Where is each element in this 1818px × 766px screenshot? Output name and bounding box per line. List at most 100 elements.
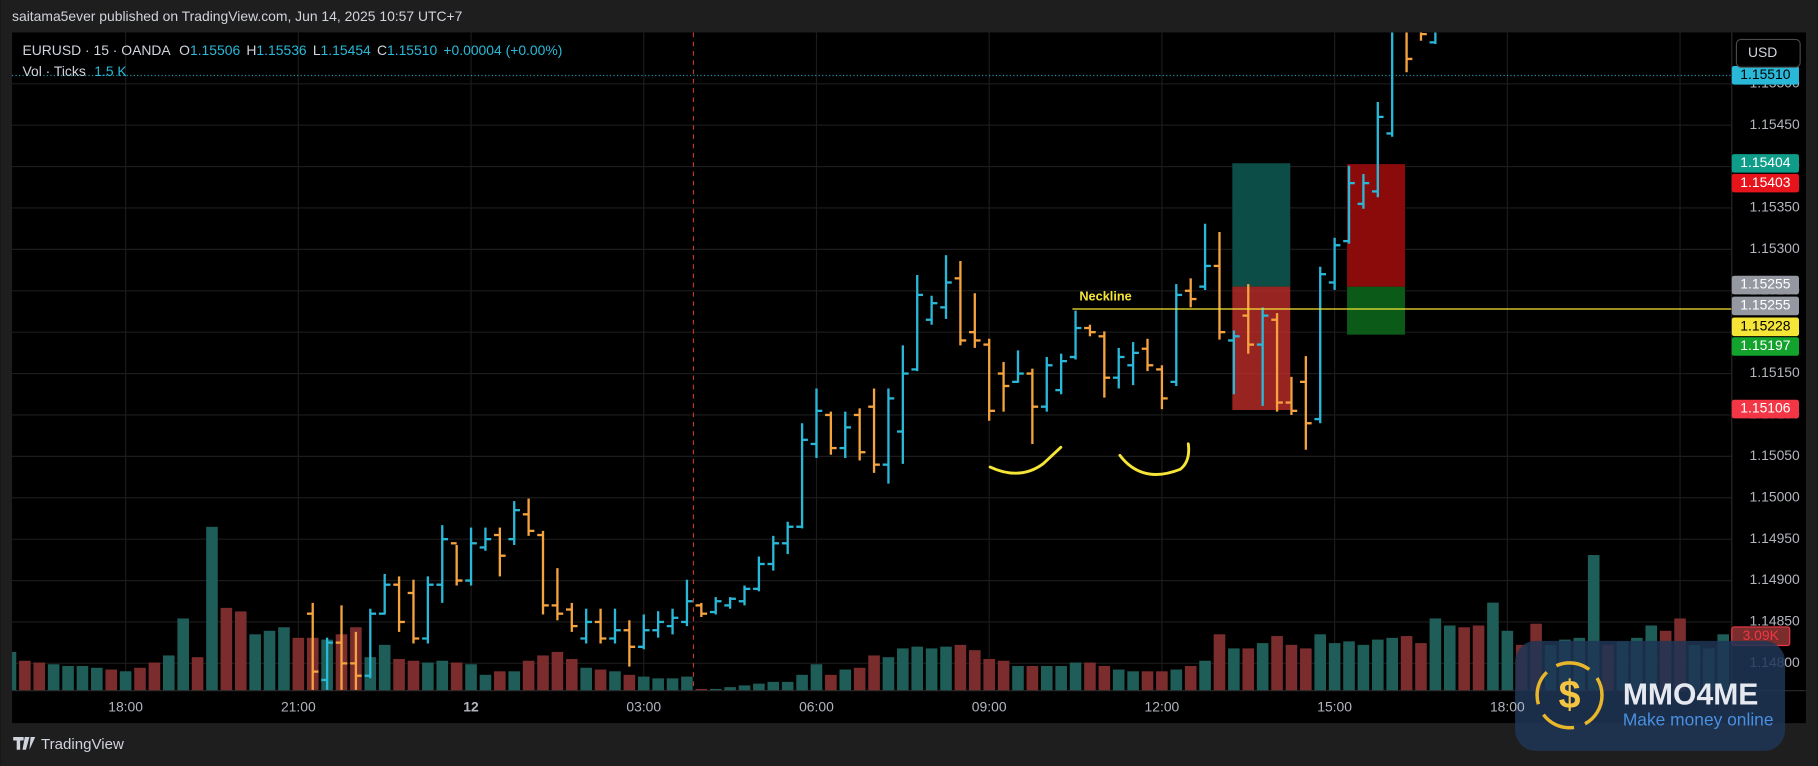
legend-value: 1.15536 [256, 42, 306, 58]
volume-bar [12, 651, 17, 691]
currency-button[interactable] [1735, 38, 1801, 68]
x-tick-label: 12 [463, 699, 479, 715]
y-tick-label: 1.15350 [1750, 199, 1800, 215]
price-tag-label: 1.15404 [1740, 154, 1790, 170]
volume-bar [882, 657, 895, 691]
volume-bar [1012, 666, 1024, 691]
volume-bar [1386, 637, 1398, 691]
price-tag [1731, 337, 1799, 356]
volume-bar [1314, 634, 1327, 691]
legend-value: 1.15506 [190, 42, 240, 58]
volume-bar [1213, 634, 1226, 691]
volume-bar [1141, 671, 1154, 691]
price-tag [1731, 275, 1799, 295]
volume-bar [897, 648, 909, 691]
volume-bar [292, 637, 305, 691]
x-tick-label: 06:00 [799, 699, 834, 715]
legend-value: 1.15454 [321, 42, 371, 58]
volume-bar [249, 634, 261, 691]
volume-bar [91, 667, 103, 691]
watermark-subtitle: Make money online [1623, 709, 1774, 729]
volume-bar [1372, 639, 1384, 691]
y-tick-label: 1.14950 [1750, 530, 1800, 546]
volume-bar [839, 669, 852, 691]
price-tag-label: 1.15228 [1740, 317, 1790, 333]
volume-bar [508, 671, 521, 691]
volume-bar [1184, 666, 1197, 691]
volume-bar [1040, 666, 1053, 691]
x-tick-label: 21:00 [281, 699, 316, 715]
price-tag-label: 1.15255 [1740, 276, 1790, 292]
volume-bar [1285, 644, 1298, 691]
price-axis: 1.148001.148501.149001.149501.150001.150… [1731, 66, 1800, 670]
volume-bar [1127, 671, 1139, 691]
volume-pane [12, 526, 1730, 691]
watermark-title: MMO4ME [1623, 678, 1759, 711]
volume-bar [479, 674, 492, 691]
y-tick-label: 1.14900 [1750, 571, 1800, 587]
currency-label[interactable]: USD [1748, 44, 1777, 60]
volume-bar [436, 660, 449, 691]
volume-bar [997, 660, 1010, 691]
y-tick-label: 1.14850 [1750, 613, 1800, 629]
volume-bar [19, 660, 31, 691]
volume-bar [177, 618, 189, 691]
volume-bar [1357, 644, 1370, 691]
volume-bar [1443, 625, 1456, 691]
volume-bar [825, 674, 837, 691]
volume-bar [206, 526, 218, 691]
volume-bar [1084, 662, 1096, 691]
neckline-label: Neckline [1079, 289, 1131, 304]
volume-bar [1199, 660, 1211, 691]
price-tag [1731, 173, 1799, 193]
price-tag-label: 1.15403 [1740, 174, 1790, 190]
volume-legend-name: Vol · Ticks [22, 63, 85, 79]
volume-bar [1472, 625, 1485, 691]
volume-bar [1415, 643, 1427, 691]
volume-bar [1256, 643, 1269, 691]
footer-logo [13, 737, 36, 750]
symbol: EURUSD · 15 · OANDA [22, 42, 171, 58]
price-tag-label: 1.15255 [1740, 297, 1790, 313]
volume-bar [522, 660, 535, 691]
volume-bar [148, 662, 161, 691]
y-tick-label: 1.15000 [1750, 488, 1800, 504]
volume-bar [954, 644, 967, 691]
volume-bar [666, 678, 679, 691]
volume-bar [393, 658, 405, 691]
legend-key: L [313, 42, 321, 58]
volume-bar [465, 664, 477, 691]
volume-bar [134, 667, 146, 691]
volume-bar [33, 662, 46, 691]
watermark: $ MMO4ME Make money online [1515, 640, 1786, 751]
volume-bar [450, 662, 463, 691]
position-tools [1232, 163, 1405, 410]
x-tick-label: 15:00 [1317, 699, 1352, 715]
watermark-box [1515, 640, 1786, 751]
volume-bar [637, 676, 650, 691]
volume-bar [594, 669, 607, 691]
price-tag [1731, 317, 1799, 337]
volume-bar [1343, 641, 1355, 691]
volume-bar [940, 646, 952, 691]
y-tick-label: 1.15450 [1750, 116, 1800, 132]
volume-bar [1487, 602, 1499, 691]
price-tag [1731, 296, 1799, 316]
volume-bar [695, 688, 708, 691]
profit-zone [1347, 286, 1405, 335]
volume-bar [753, 683, 765, 691]
chart-area [12, 32, 1806, 724]
loss-zone [1232, 286, 1291, 410]
volume-bar [580, 667, 592, 691]
price-tag [1731, 66, 1799, 85]
grid [12, 32, 1732, 691]
volume-legend-value: 1.5 K [94, 63, 127, 79]
volume-bar [724, 687, 736, 691]
volume-bar [422, 662, 434, 691]
volume-bar [1098, 666, 1111, 691]
volume-bar [623, 674, 636, 691]
volume-bar [738, 685, 751, 691]
volume-bar [983, 658, 995, 691]
